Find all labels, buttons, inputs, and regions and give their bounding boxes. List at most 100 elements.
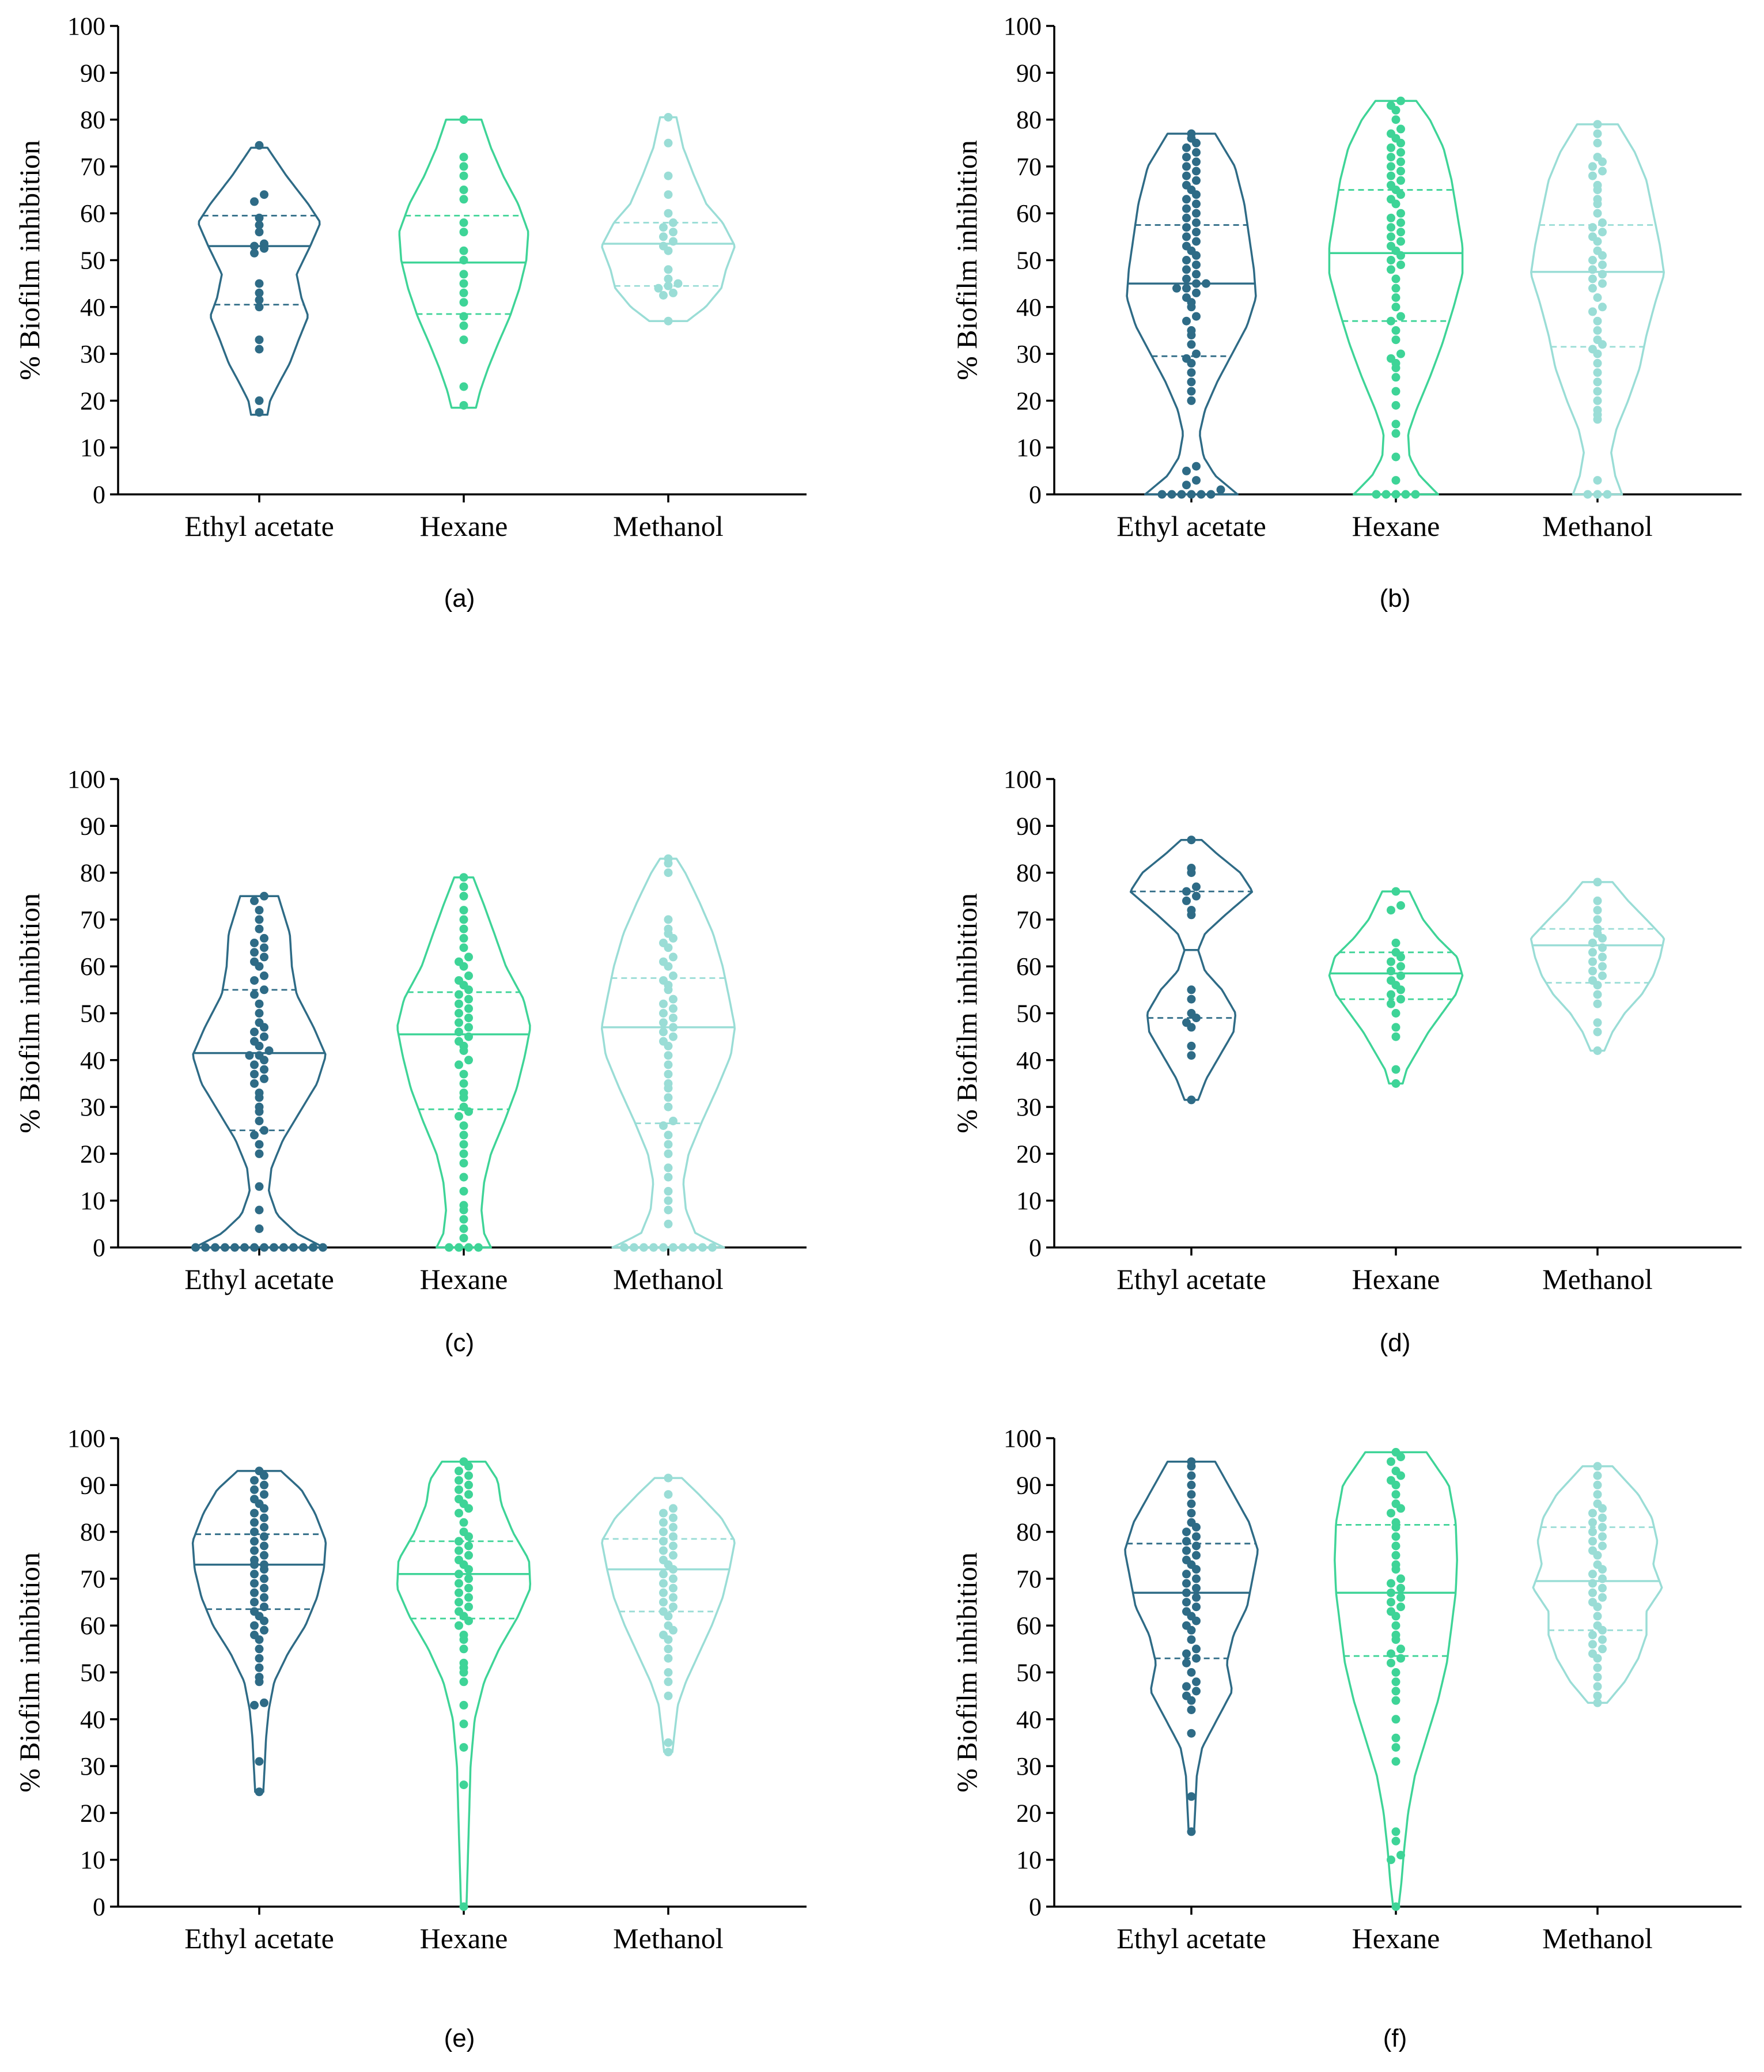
x-tick-label: Hexane <box>1352 1922 1440 1954</box>
data-point <box>250 1527 259 1537</box>
data-point <box>1593 999 1602 1008</box>
data-point <box>1593 129 1602 138</box>
data-point <box>245 1051 254 1060</box>
y-tick-label: 70 <box>1016 906 1042 934</box>
data-point <box>664 1738 673 1747</box>
data-point <box>1387 1457 1395 1466</box>
violin-methanol <box>1530 878 1665 1055</box>
data-point <box>1182 274 1191 283</box>
y-tick-label: 0 <box>93 1234 105 1262</box>
data-point <box>1192 882 1201 891</box>
data-point <box>664 265 673 274</box>
data-point <box>1598 228 1607 237</box>
data-point <box>464 1243 473 1252</box>
data-point <box>1216 485 1225 494</box>
data-point <box>260 190 268 199</box>
data-point <box>459 1700 468 1710</box>
data-point <box>260 1471 268 1480</box>
data-point <box>698 1243 707 1252</box>
data-point <box>1588 939 1597 947</box>
data-point <box>1187 490 1196 499</box>
data-point <box>1593 896 1602 905</box>
y-tick-label: 10 <box>80 1187 105 1215</box>
data-point <box>1192 209 1201 218</box>
data-point <box>1192 1574 1201 1583</box>
data-point <box>1387 990 1395 999</box>
y-tick-label: 0 <box>1029 1234 1042 1262</box>
data-point <box>1187 331 1196 340</box>
data-point <box>1593 1551 1602 1560</box>
data-point <box>664 1173 673 1182</box>
data-point <box>455 1485 463 1494</box>
data-point <box>250 248 259 258</box>
y-tick-label: 70 <box>80 1565 105 1593</box>
data-point <box>255 924 264 933</box>
data-point <box>659 1508 668 1518</box>
data-point <box>459 1140 468 1149</box>
data-point <box>455 1621 463 1630</box>
y-tick-label: 60 <box>1016 952 1042 981</box>
data-point <box>1197 490 1206 499</box>
data-point <box>669 995 677 1004</box>
data-point <box>260 952 268 962</box>
data-point <box>1182 162 1191 171</box>
data-point <box>1187 1706 1196 1714</box>
data-point <box>1391 283 1400 293</box>
y-tick-label: 20 <box>1016 1799 1042 1827</box>
data-point <box>255 335 264 345</box>
data-point <box>455 1060 463 1069</box>
data-point <box>1588 256 1597 264</box>
data-point <box>1192 251 1201 260</box>
data-point <box>664 274 673 283</box>
violin-ethyl-acetate <box>1124 1457 1259 1836</box>
data-point <box>664 281 673 290</box>
data-point <box>1396 209 1405 218</box>
data-point <box>664 1196 673 1205</box>
data-point <box>1182 887 1191 896</box>
data-point <box>1387 153 1395 162</box>
data-point <box>1593 1602 1602 1612</box>
data-point <box>1387 256 1395 264</box>
data-point <box>1387 1649 1395 1658</box>
data-point <box>1391 1541 1400 1551</box>
data-point <box>659 232 668 241</box>
data-point <box>669 1532 677 1541</box>
data-point <box>1396 157 1405 167</box>
y-tick-label: 50 <box>1016 247 1042 275</box>
data-point <box>464 1602 473 1612</box>
y-tick-label: 90 <box>80 812 105 840</box>
data-point <box>659 1527 668 1537</box>
data-point <box>1182 1588 1191 1597</box>
data-point <box>459 382 468 391</box>
violin-outline <box>1124 1460 1259 1833</box>
data-point <box>1588 1537 1597 1546</box>
data-point <box>1192 462 1201 471</box>
data-point <box>250 1560 259 1569</box>
data-point <box>459 246 468 255</box>
data-point <box>255 999 264 1008</box>
data-point <box>1187 868 1196 878</box>
data-point <box>250 1546 259 1555</box>
data-point <box>669 1583 677 1593</box>
data-point <box>255 1117 264 1125</box>
y-tick-label: 20 <box>80 1799 105 1827</box>
data-point <box>255 396 264 405</box>
y-tick-label: 50 <box>1016 1659 1042 1687</box>
data-point <box>260 1593 268 1602</box>
data-point <box>250 1518 259 1527</box>
x-tick-label: Ethyl acetate <box>1116 510 1266 542</box>
data-point <box>1372 490 1381 499</box>
data-point <box>455 1579 463 1588</box>
data-point <box>1396 251 1405 260</box>
data-point <box>669 1602 677 1612</box>
data-point <box>1598 1541 1607 1551</box>
data-point <box>255 296 264 305</box>
data-point <box>250 990 259 999</box>
data-point <box>1187 1041 1196 1050</box>
data-point <box>1182 265 1191 274</box>
violin-ethyl-acetate <box>191 1466 327 1797</box>
data-point <box>669 1243 677 1252</box>
data-point <box>1598 251 1607 260</box>
data-point <box>669 237 677 246</box>
data-point <box>455 1508 463 1518</box>
